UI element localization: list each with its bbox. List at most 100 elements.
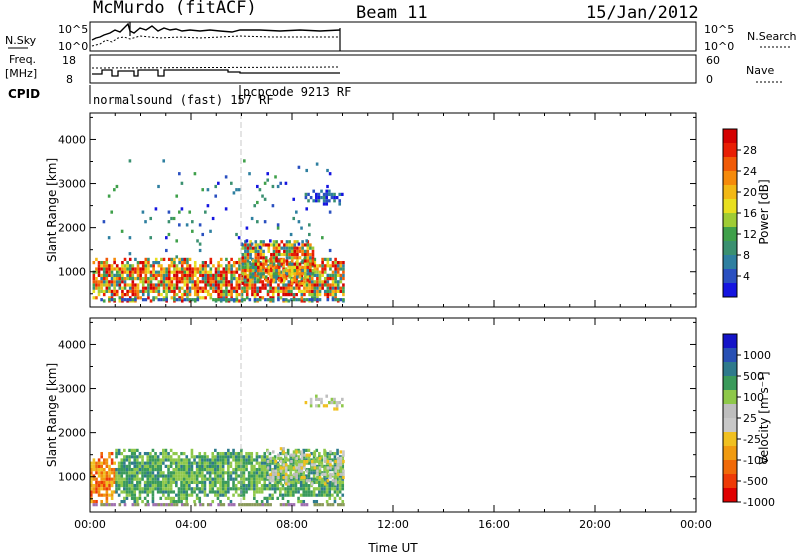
echo-cell xyxy=(316,283,319,287)
echo-cell xyxy=(292,296,296,300)
echo-cell xyxy=(160,264,163,268)
echo-cell xyxy=(254,268,258,273)
echo-cell xyxy=(209,292,213,297)
echo-cell xyxy=(196,276,200,281)
echo-cell xyxy=(182,471,186,475)
ground-scatter-cell xyxy=(300,503,304,507)
echo-cell xyxy=(201,264,205,268)
ground-scatter-cell xyxy=(206,503,210,507)
echo-cell xyxy=(307,467,311,472)
echo-cell xyxy=(130,467,134,472)
echo-cell xyxy=(126,270,129,274)
echo-cell xyxy=(146,451,150,456)
echo-cell xyxy=(316,292,319,297)
echo-cell xyxy=(318,292,322,297)
echo-cell xyxy=(147,296,150,300)
echo-cell xyxy=(217,292,220,297)
echo-cell xyxy=(193,455,196,459)
echo-cell xyxy=(110,458,114,462)
echo-cell xyxy=(188,210,192,214)
echo-cell xyxy=(260,471,264,475)
echo-cell xyxy=(326,184,329,189)
echo-cell xyxy=(244,240,247,244)
colorbar-segment xyxy=(723,269,737,284)
echo-cell xyxy=(307,458,311,462)
echo-cell xyxy=(103,483,106,488)
echo-cell xyxy=(245,289,249,293)
echo-cell xyxy=(317,397,321,401)
echo-cell xyxy=(284,493,287,497)
echo-cell xyxy=(289,455,293,459)
echo-cell xyxy=(103,471,106,475)
echo-cell xyxy=(162,493,165,497)
echo-cell xyxy=(178,280,181,284)
echo-cell xyxy=(235,286,239,290)
echo-cell xyxy=(204,276,207,281)
echo-cell xyxy=(333,496,337,500)
echo-cell xyxy=(262,256,265,260)
echo-cell xyxy=(274,286,278,290)
echo-cell xyxy=(117,483,121,488)
echo-cell xyxy=(100,493,103,497)
echo-cell xyxy=(320,189,323,193)
echo-cell xyxy=(264,262,268,266)
echo-cell xyxy=(279,456,283,460)
echo-cell xyxy=(120,451,124,456)
echo-cell xyxy=(154,464,157,468)
echo-cell xyxy=(177,464,181,468)
echo-cell xyxy=(297,496,300,500)
echo-cell xyxy=(269,283,272,287)
echo-cell xyxy=(336,286,340,290)
echo-cell xyxy=(259,249,263,253)
ground-scatter-cell xyxy=(232,298,236,302)
echo-cell xyxy=(262,275,265,279)
ground-scatter-cell xyxy=(292,298,296,302)
echo-cell xyxy=(259,256,263,260)
echo-cell xyxy=(182,464,186,468)
echo-cell xyxy=(254,256,258,260)
echo-cell xyxy=(188,467,191,472)
ground-scatter-cell xyxy=(282,503,285,507)
echo-cell xyxy=(246,243,250,247)
echo-cell xyxy=(141,461,144,465)
echo-cell xyxy=(268,480,272,484)
ground-scatter-cell xyxy=(102,503,106,507)
echo-cell xyxy=(303,259,307,263)
echo-cell xyxy=(143,461,147,465)
echo-cell xyxy=(149,487,152,491)
echo-cell xyxy=(169,487,173,491)
echo-cell xyxy=(123,276,127,281)
echo-cell xyxy=(136,283,140,287)
echo-cell xyxy=(203,451,207,456)
ground-scatter-cell xyxy=(243,503,246,507)
echo-cell xyxy=(180,280,184,284)
echo-cell xyxy=(128,257,132,261)
echo-cell xyxy=(284,490,287,494)
echo-cell xyxy=(326,168,329,173)
echo-cell xyxy=(295,472,298,476)
echo-cell xyxy=(246,252,250,257)
echo-cell xyxy=(322,195,326,200)
echo-cell xyxy=(123,455,126,459)
echo-cell xyxy=(227,496,230,500)
echo-cell xyxy=(170,296,174,300)
echo-cell xyxy=(238,286,241,290)
echo-cell xyxy=(315,493,319,497)
echo-cell xyxy=(128,474,131,478)
echo-cell xyxy=(264,286,267,290)
echo-cell xyxy=(267,249,271,253)
echo-cell xyxy=(316,276,319,281)
echo-cell xyxy=(198,467,202,472)
echo-cell xyxy=(277,265,281,269)
echo-cell xyxy=(97,267,101,271)
nsky-tick-low: 10^0 xyxy=(58,40,88,53)
echo-cell xyxy=(117,461,121,465)
echo-cell xyxy=(160,280,163,284)
echo-cell xyxy=(219,458,222,462)
echo-cell xyxy=(288,256,291,260)
colorbar-segment xyxy=(723,432,737,447)
echo-cell xyxy=(105,480,109,484)
echo-cell xyxy=(146,461,150,465)
ground-scatter-cell xyxy=(308,298,311,302)
